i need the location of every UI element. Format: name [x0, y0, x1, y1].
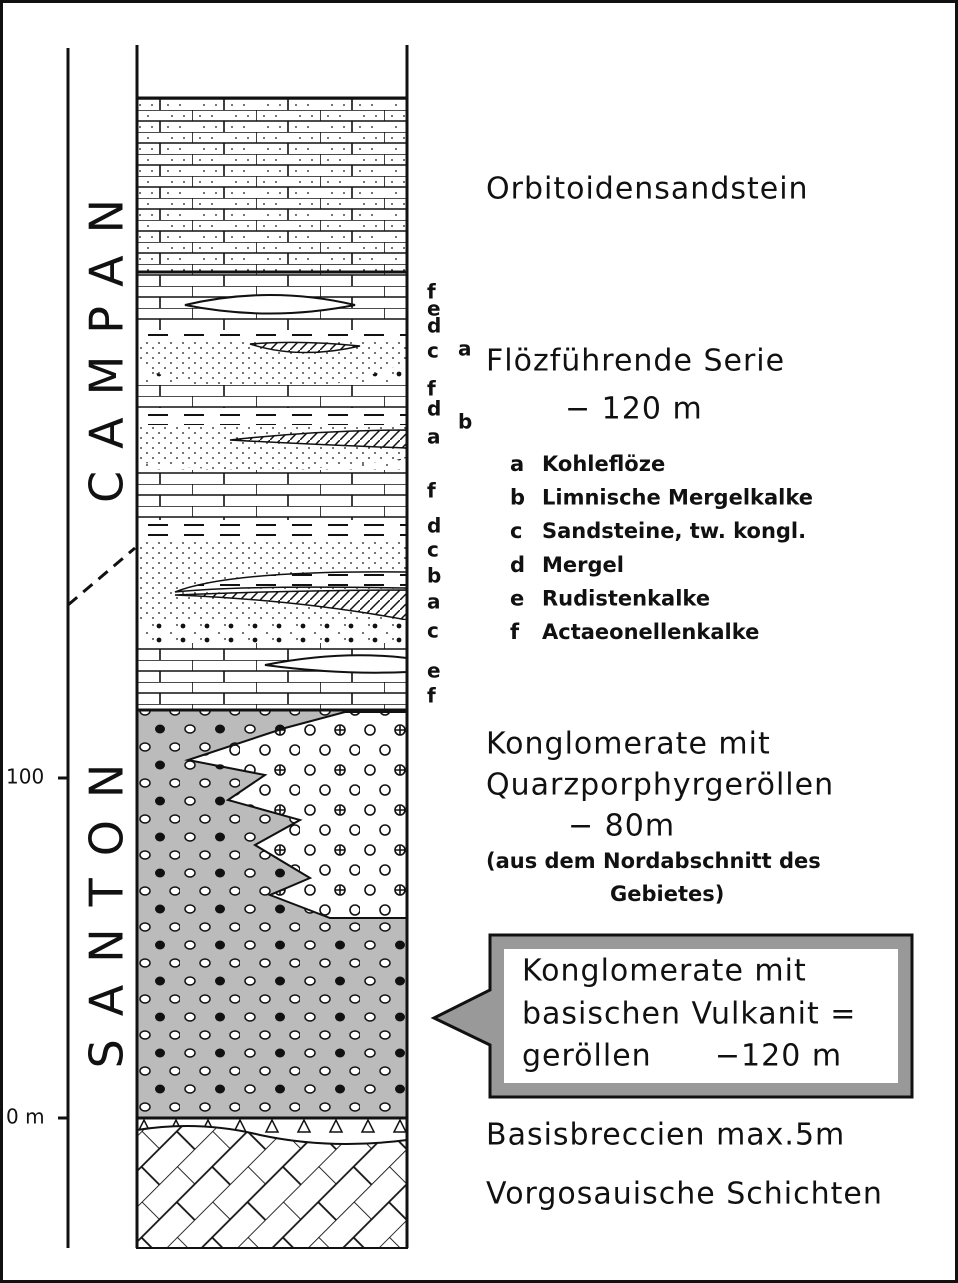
unit-label: Orbitoidensandstein — [486, 172, 809, 207]
unit-note: (aus dem Nordabschnitt des — [486, 849, 821, 873]
scale-label: 0 m — [6, 1105, 45, 1129]
legend-text: Mergel — [542, 553, 624, 577]
layer-letter: b — [427, 564, 441, 588]
legend-text: Rudistenkalke — [542, 586, 710, 610]
unit-note: Gebietes) — [610, 882, 724, 906]
layer-letter: a — [427, 425, 441, 449]
box-text: Konglomerate mit — [522, 954, 807, 989]
unit-thickness: − 80m — [568, 809, 675, 844]
legend-letter: f — [510, 620, 520, 644]
callout-box: Konglomerate mit basischen Vulkanit = ge… — [430, 933, 914, 1099]
unit-thickness: − 120 m — [565, 392, 703, 427]
layer-letter: c — [427, 538, 439, 562]
layer-letter: f — [427, 280, 436, 304]
layer-letter: d — [427, 514, 441, 538]
legend-text: Sandsteine, tw. kongl. — [542, 519, 806, 543]
side-letter: b — [458, 410, 472, 434]
stage-label: SANTON — [80, 742, 134, 1069]
legend: a Kohleflöze b Limnische Mergelkalke c Sandst… — [510, 452, 813, 644]
legend-letter: c — [510, 519, 522, 543]
legend-text: Limnische Mergelkalke — [542, 486, 813, 510]
layer-letter: e — [427, 659, 441, 683]
side-letter: a — [458, 337, 472, 361]
layer-letter: d — [427, 397, 441, 421]
unit-label: Flözführende Serie — [486, 344, 785, 379]
legend-letter: a — [510, 452, 524, 476]
layer-letter: c — [427, 619, 439, 643]
scale: 100 0 m — [6, 48, 136, 1248]
layer-letter: f — [427, 479, 436, 503]
legend-letter: e — [510, 586, 524, 610]
stage-label: CAMPAN — [80, 177, 134, 503]
box-text: basischen Vulkanit = — [522, 997, 856, 1032]
unit-label: Vorgosauische Schichten — [486, 1177, 883, 1212]
layer-letter: f — [427, 377, 436, 401]
layer-letter: a — [427, 590, 441, 614]
layer-letter: d — [427, 314, 441, 338]
unit-label: Quarzporphyrgeröllen — [486, 768, 834, 803]
layer-letter: e — [427, 297, 441, 321]
unit-label: Basisbreccien max.5m — [486, 1118, 845, 1153]
legend-letter: d — [510, 553, 525, 577]
layer-letter: f — [427, 684, 436, 708]
legend-letter: b — [510, 486, 525, 510]
legend-text: Kohleflöze — [542, 452, 665, 476]
unit-label: Konglomerate mit — [486, 727, 771, 762]
legend-text: Actaeonellenkalke — [542, 620, 759, 644]
box-text: geröllen −120 m — [522, 1039, 842, 1074]
column — [135, 45, 409, 1249]
layer-letter: c — [427, 339, 439, 363]
scale-label: 100 — [6, 765, 44, 789]
